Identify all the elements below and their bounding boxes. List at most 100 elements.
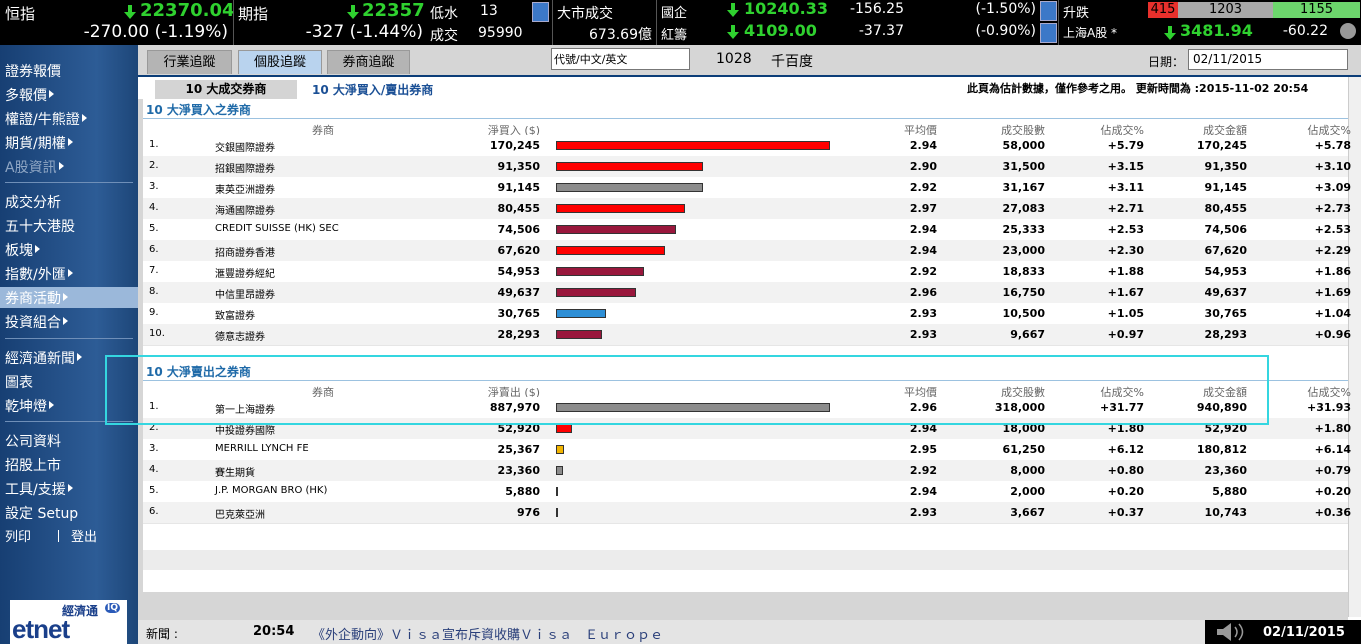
broker: J.P. MORGAN BRO (HK) xyxy=(215,485,328,496)
cell: +5.78 xyxy=(1314,139,1351,152)
cell: 16,750 xyxy=(1002,286,1045,299)
menu-item[interactable]: 公司資料 xyxy=(5,434,61,450)
index-value: 22357 xyxy=(362,0,425,21)
cell: 170,245 xyxy=(1196,139,1247,152)
cell: 23,360 xyxy=(1204,464,1247,477)
cell: 2.94 xyxy=(909,422,937,435)
subtab[interactable]: 10 大成交券商 xyxy=(155,80,297,99)
dropdown-button[interactable] xyxy=(1040,23,1057,43)
cell: +3.15 xyxy=(1107,160,1144,173)
rank: 5. xyxy=(149,485,159,496)
cell: 80,455 xyxy=(1204,202,1247,215)
rank: 4. xyxy=(149,202,159,213)
pause-button[interactable] xyxy=(1340,23,1356,39)
news-headline[interactable]: 《外企動向》Ｖｉｓａ宣布斥資收購Ｖｉｓａ Ｅｕｒｏｐｅ xyxy=(312,628,664,643)
submenu-arrow xyxy=(68,269,73,277)
cell: +0.96 xyxy=(1314,328,1351,341)
dropdown-button[interactable] xyxy=(1040,1,1057,21)
column-header: 成交股數 xyxy=(1001,386,1045,399)
rank: 1. xyxy=(149,401,159,412)
menu-item[interactable]: 經濟通新聞 xyxy=(5,351,75,367)
top-bar xyxy=(0,0,1361,45)
label: 國企 xyxy=(661,6,688,21)
cell: +2.53 xyxy=(1314,223,1351,236)
cell: 2.94 xyxy=(909,244,937,257)
cell: 2.96 xyxy=(909,401,937,414)
net-amount: 67,620 xyxy=(497,244,540,257)
menu-item[interactable]: 證券報價 xyxy=(5,64,61,80)
dropdown-button[interactable] xyxy=(532,2,549,22)
menu-item[interactable]: 設定 Setup xyxy=(5,506,79,522)
net-bar xyxy=(556,466,564,475)
net-amount: 80,455 xyxy=(497,202,540,215)
menu-item[interactable]: 工具/支援 xyxy=(5,482,66,498)
cell: +0.20 xyxy=(1107,485,1144,498)
rank: 6. xyxy=(149,506,159,517)
net-amount: 54,953 xyxy=(497,265,540,278)
menu-separator xyxy=(5,182,133,183)
net-bar xyxy=(556,141,830,150)
down-arrow xyxy=(124,5,136,19)
menu-item[interactable]: 板塊 xyxy=(5,243,33,259)
menu-item[interactable]: 乾坤燈 xyxy=(5,399,47,415)
menu-item[interactable]: 五十大港股 xyxy=(5,219,75,235)
menu-item[interactable]: 成交分析 xyxy=(5,195,61,211)
menu-item[interactable]: A股資訊 xyxy=(5,160,57,176)
tab[interactable]: 行業追蹤 xyxy=(147,50,232,74)
broker: MERRILL LYNCH FE xyxy=(215,443,309,454)
cell: 31,500 xyxy=(1002,160,1045,173)
column-header: 佔成交% xyxy=(1307,386,1351,399)
speaker-icon[interactable] xyxy=(1215,622,1255,642)
table-row xyxy=(143,282,1348,304)
net-amount: 976 xyxy=(517,506,540,519)
separator xyxy=(656,0,657,45)
submenu-arrow xyxy=(59,162,64,170)
tab[interactable]: 個股追蹤 xyxy=(238,50,322,74)
column-header: 券商 xyxy=(312,386,334,399)
menu-item[interactable]: 登出 xyxy=(71,530,98,545)
submenu-arrow xyxy=(77,353,82,361)
cell: 3,667 xyxy=(1010,506,1045,519)
menu-item[interactable]: 期貨/期權 xyxy=(5,136,66,152)
menu-item[interactable]: 列印 xyxy=(5,530,32,545)
cell: 8,000 xyxy=(1010,464,1045,477)
menu-item[interactable]: 權證/牛熊證 xyxy=(5,112,80,128)
menu-item[interactable]: 圖表 xyxy=(5,375,33,391)
menu-item[interactable]: 招股上市 xyxy=(5,458,61,474)
separator xyxy=(552,0,553,45)
down-arrow xyxy=(347,5,359,19)
table-row xyxy=(143,502,1348,524)
menu-item[interactable]: 券商活動 xyxy=(5,291,61,307)
logo-chinese: 經濟通 xyxy=(62,604,99,618)
net-bar xyxy=(556,309,606,318)
table-row xyxy=(143,261,1348,283)
cell: 31,167 xyxy=(1002,181,1045,194)
cell: +1.80 xyxy=(1107,422,1144,435)
index-pct: (-1.50%) xyxy=(975,1,1036,17)
search-input[interactable]: 代號/中文/英文 xyxy=(551,48,690,70)
column-header: 平均價 xyxy=(904,124,937,137)
rank: 4. xyxy=(149,464,159,475)
cell: 2.90 xyxy=(909,160,937,173)
menu-item[interactable]: 指數/外匯 xyxy=(5,267,66,283)
table-row xyxy=(143,303,1348,325)
subtab[interactable]: 10 大淨買入/賣出券商 xyxy=(312,83,434,97)
rank: 3. xyxy=(149,443,159,454)
content-bottom xyxy=(143,592,1348,620)
breadth-flat: 1203 xyxy=(1178,2,1273,18)
tab[interactable]: 券商追蹤 xyxy=(327,50,410,74)
scrollbar[interactable] xyxy=(1348,77,1361,617)
cell: 180,812 xyxy=(1196,443,1247,456)
cell: 940,890 xyxy=(1196,401,1247,414)
date-select[interactable]: 02/11/2015 xyxy=(1188,49,1348,70)
rank: 2. xyxy=(149,160,159,171)
net-bar xyxy=(556,225,676,234)
submenu-arrow xyxy=(35,245,40,253)
value: 13 xyxy=(480,3,498,19)
net-amount: 52,920 xyxy=(497,422,540,435)
submenu-arrow xyxy=(68,484,73,492)
menu-item[interactable]: 多報價 xyxy=(5,88,47,104)
menu-item[interactable]: 投資組合 xyxy=(5,315,61,331)
left-gutter xyxy=(138,99,143,620)
index-value: 4109.00 xyxy=(744,21,817,40)
